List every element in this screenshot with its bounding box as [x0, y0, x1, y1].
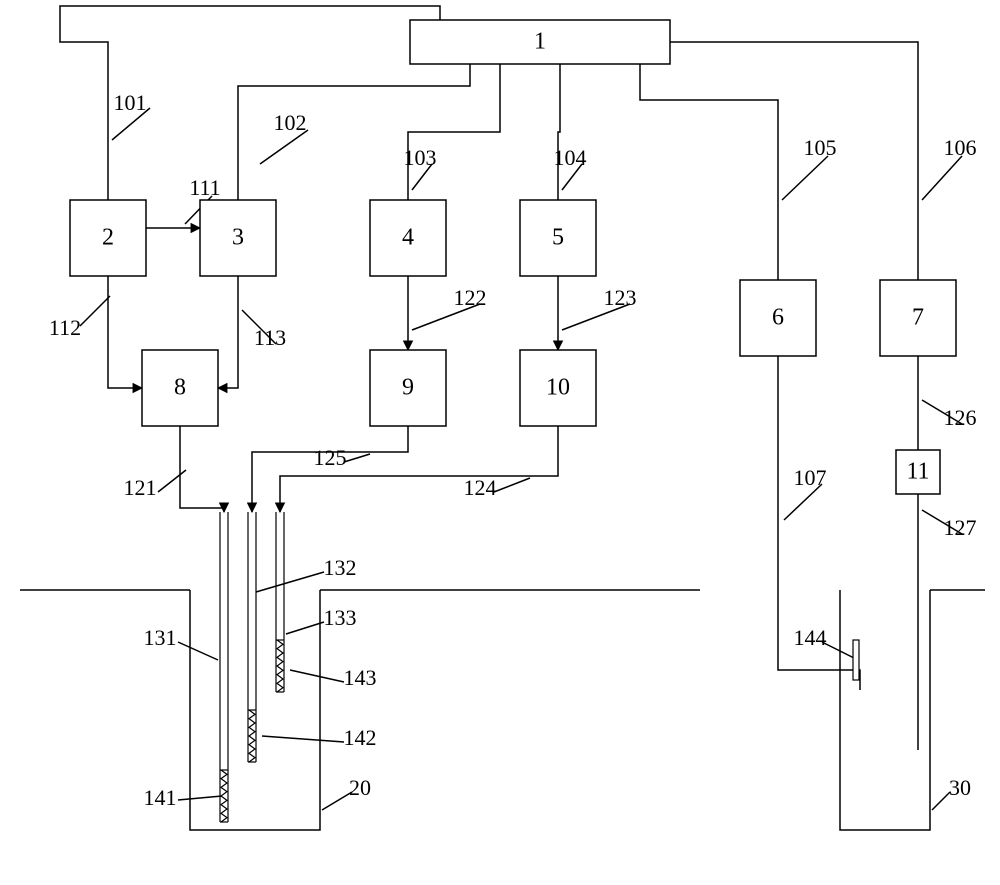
leader-ld143 — [290, 670, 344, 682]
pipe-screen-132 — [249, 710, 255, 762]
label-l123: 123 — [604, 285, 637, 310]
leader-ld30 — [932, 792, 950, 810]
label-l142: 142 — [344, 725, 377, 750]
label-l131: 131 — [144, 625, 177, 650]
label-l127: 127 — [944, 515, 977, 540]
label-l144: 144 — [794, 625, 827, 650]
leader-ld112 — [80, 296, 110, 326]
box-label-b7: 7 — [912, 305, 924, 331]
box-label-b3: 3 — [232, 225, 244, 251]
label-l101: 101 — [114, 90, 147, 115]
line-1-to-7 — [670, 42, 918, 280]
label-l126: 126 — [944, 405, 977, 430]
leader-ld102 — [260, 130, 308, 164]
box-label-b10: 10 — [546, 375, 570, 401]
label-l111: 111 — [189, 175, 220, 200]
diagram-canvas: 1234567891011101102103104105106107111112… — [0, 0, 1000, 885]
label-l30: 30 — [949, 775, 971, 800]
box-label-b11: 11 — [906, 459, 929, 485]
label-l20: 20 — [349, 775, 371, 800]
pipe-screen-131 — [221, 770, 227, 822]
leader-ld106 — [922, 156, 962, 200]
box-label-b4: 4 — [402, 225, 414, 251]
leader-ld132 — [256, 572, 324, 592]
label-l122: 122 — [454, 285, 487, 310]
label-l107: 107 — [794, 465, 827, 490]
leader-ld105 — [782, 156, 828, 200]
label-l121: 121 — [124, 475, 157, 500]
label-l113: 113 — [254, 325, 286, 350]
label-l143: 143 — [344, 665, 377, 690]
line-3-to-8 — [218, 276, 238, 388]
leader-ld20 — [322, 792, 352, 810]
leader-ld133 — [286, 622, 324, 634]
label-l125: 125 — [314, 445, 347, 470]
label-l132: 132 — [324, 555, 357, 580]
leader-ld125 — [344, 454, 370, 462]
box-label-b1: 1 — [534, 29, 546, 55]
line-1-to-4 — [408, 64, 500, 200]
label-l133: 133 — [324, 605, 357, 630]
sensor-144 — [853, 640, 859, 680]
label-l105: 105 — [804, 135, 837, 160]
line-1-to-5 — [558, 64, 560, 200]
leader-ld121 — [158, 470, 186, 492]
label-l103: 103 — [404, 145, 437, 170]
label-l106: 106 — [944, 135, 977, 160]
box-label-b8: 8 — [174, 375, 186, 401]
label-l141: 141 — [144, 785, 177, 810]
label-l104: 104 — [554, 145, 587, 170]
line-1-to-6 — [640, 64, 778, 280]
pipe-screen-133 — [277, 640, 283, 692]
leader-ld124 — [494, 478, 530, 492]
leader-ld142 — [262, 736, 344, 742]
leader-ld144 — [822, 642, 854, 658]
label-l102: 102 — [274, 110, 307, 135]
line-8-to-p131 — [180, 426, 224, 512]
box-label-b6: 6 — [772, 305, 784, 331]
box-label-b2: 2 — [102, 225, 114, 251]
box-label-b5: 5 — [552, 225, 564, 251]
well-outline — [840, 590, 930, 830]
label-l112: 112 — [49, 315, 81, 340]
line-2-to-8 — [108, 276, 142, 388]
box-label-b9: 9 — [402, 375, 414, 401]
leader-ld131 — [178, 642, 218, 660]
leader-ld141 — [178, 796, 222, 800]
label-l124: 124 — [464, 475, 497, 500]
